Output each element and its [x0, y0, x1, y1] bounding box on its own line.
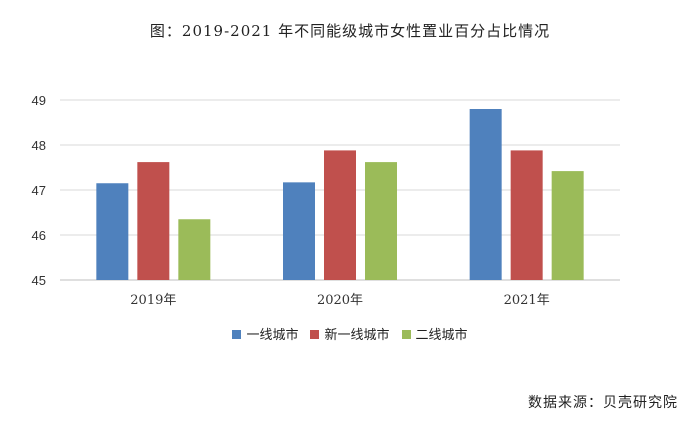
- legend-swatch: [310, 330, 320, 339]
- x-tick-label: 2021年: [504, 293, 550, 308]
- y-tick-label: 46: [32, 228, 46, 243]
- y-tick-label: 49: [32, 93, 46, 108]
- x-tick-label: 2019年: [130, 293, 176, 308]
- bar-2019年-一线城市: [96, 183, 129, 280]
- legend-label: 一线城市: [246, 328, 299, 343]
- bar-2021年-新一线城市: [510, 150, 543, 280]
- legend-item: 二线城市: [401, 324, 468, 343]
- x-tick-label: 2020年: [317, 293, 363, 308]
- bar-2020年-二线城市: [365, 162, 397, 280]
- bar-2021年-二线城市: [551, 171, 584, 280]
- legend-label: 二线城市: [415, 328, 468, 343]
- legend-label: 新一线城市: [324, 328, 390, 343]
- legend-item: 一线城市: [232, 324, 298, 343]
- y-tick-label: 45: [32, 273, 46, 288]
- bars: [96, 109, 584, 280]
- y-tick-label: 47: [32, 183, 46, 198]
- y-tick-labels: 45 46 47 48 49: [32, 93, 46, 288]
- legend-swatch: [232, 330, 242, 339]
- source-note: 数据来源：贝壳研究院: [528, 395, 678, 411]
- x-tick-labels: 2019年 2020年 2021年: [130, 293, 549, 308]
- legend-item: 新一线城市: [310, 324, 390, 343]
- legend-swatch: [401, 330, 411, 339]
- y-tick-label: 48: [32, 138, 46, 153]
- chart-title: 图：2019-2021 年不同能级城市女性置业百分占比情况: [149, 22, 551, 40]
- bar-2021年-一线城市: [469, 109, 502, 280]
- bar-2020年-新一线城市: [324, 150, 356, 280]
- legend: 一线城市 新一线城市 二线城市: [0, 324, 700, 343]
- bar-2019年-二线城市: [178, 219, 211, 280]
- bar-2019年-新一线城市: [137, 162, 170, 280]
- bar-2020年-一线城市: [283, 182, 315, 280]
